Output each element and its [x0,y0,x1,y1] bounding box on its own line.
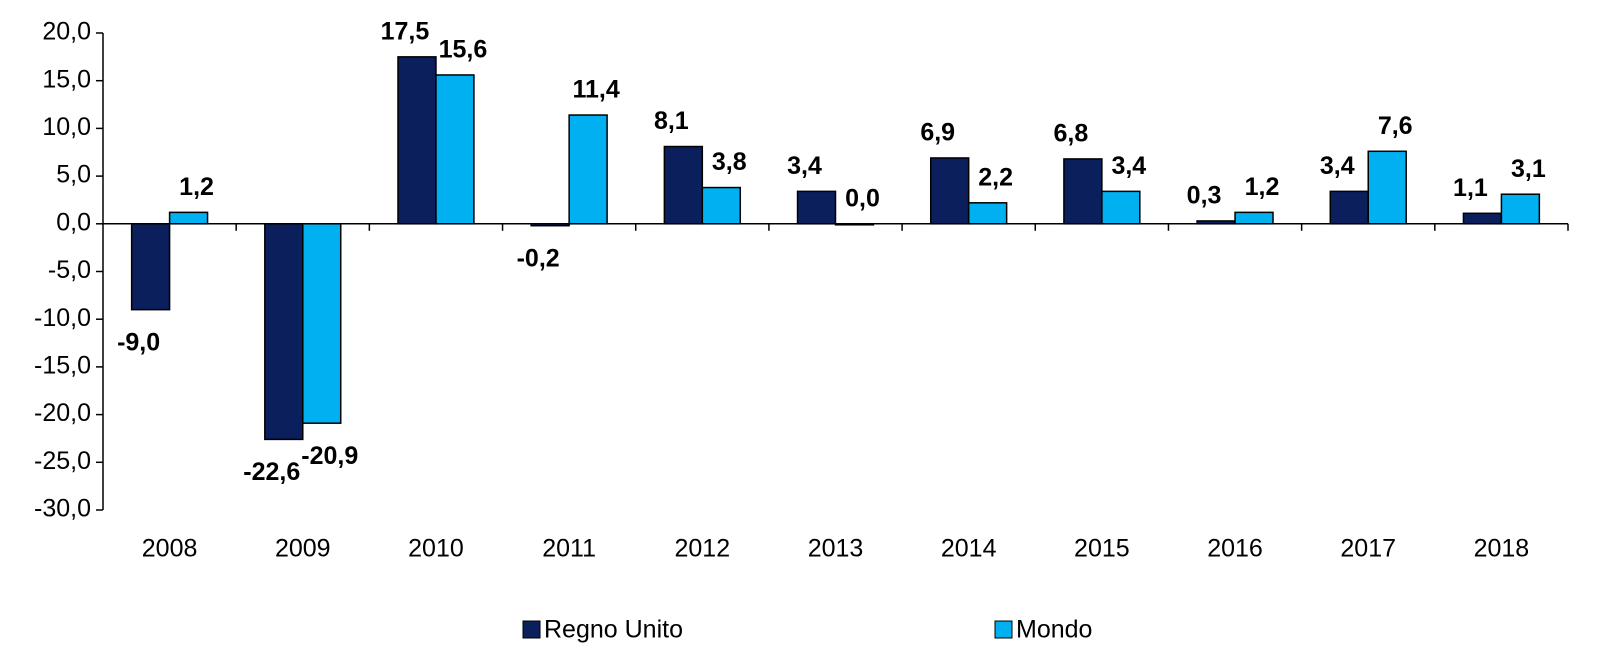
value-label: -22,6 [243,458,300,486]
x-tick-label: 2014 [941,535,997,563]
y-tick-label: 0,0 [56,208,91,236]
value-label: 11,4 [572,76,619,104]
value-label: 3,4 [787,152,822,180]
y-tick-label: 5,0 [56,161,91,189]
value-label: -9,0 [117,328,160,356]
legend-swatch [522,620,541,639]
bar [1063,158,1103,225]
x-tick-label: 2015 [1074,535,1130,563]
value-label: 7,6 [1378,112,1413,140]
bar [701,186,742,225]
x-tick-label: 2012 [675,535,731,563]
value-label: 1,1 [1453,174,1488,202]
value-label: 3,4 [1320,152,1355,180]
x-tick-label: 2018 [1474,535,1530,563]
value-label: 0,0 [845,184,880,212]
value-label: 6,8 [1054,120,1089,148]
bar [168,211,209,225]
y-tick-label: -10,0 [34,304,91,332]
y-tick-label: -15,0 [34,352,91,380]
value-label: -20,9 [301,442,358,470]
bar [302,223,342,424]
y-tick-label: -30,0 [34,495,91,523]
bar [568,114,608,225]
bar [435,74,475,225]
value-label: 3,1 [1511,155,1546,183]
bar [397,56,437,225]
legend-label: Regno Unito [544,616,683,644]
value-label: 8,1 [654,107,689,135]
bar [929,157,970,225]
value-label: 3,4 [1111,152,1146,180]
y-tick-label: -5,0 [48,256,91,284]
value-label: 3,8 [712,148,747,176]
x-tick-label: 2010 [408,535,464,563]
x-tick-label: 2013 [808,535,864,563]
y-tick-label: 20,0 [42,18,91,46]
bar [1329,190,1369,225]
bar [663,145,704,225]
bar [130,223,171,311]
legend-label: Mondo [1016,616,1092,644]
bar [1462,212,1503,225]
x-tick-label: 2009 [275,535,331,563]
x-tick-label: 2011 [542,535,596,563]
bar [796,190,837,225]
legend-swatch [994,620,1013,639]
bar [1367,150,1407,225]
y-tick-label: -20,0 [34,399,91,427]
value-label: 2,2 [978,163,1013,191]
value-label: 0,3 [1187,182,1222,210]
value-label: 1,2 [1245,173,1280,201]
x-tick-label: 2008 [142,535,198,563]
value-label: 17,5 [381,17,430,45]
bar [1234,211,1274,225]
bar [1101,190,1141,225]
value-label: 15,6 [439,36,488,64]
value-label: -0,2 [517,244,560,272]
x-tick-label: 2017 [1340,535,1396,563]
y-tick-label: 15,0 [42,65,91,93]
value-label: 6,9 [920,119,955,147]
value-label: 1,2 [179,173,214,201]
y-tick-label: -25,0 [34,447,91,475]
bar [967,202,1008,225]
y-tick-label: 10,0 [42,113,91,141]
bar [264,223,304,441]
x-tick-label: 2016 [1207,535,1263,563]
bar [1500,193,1541,225]
